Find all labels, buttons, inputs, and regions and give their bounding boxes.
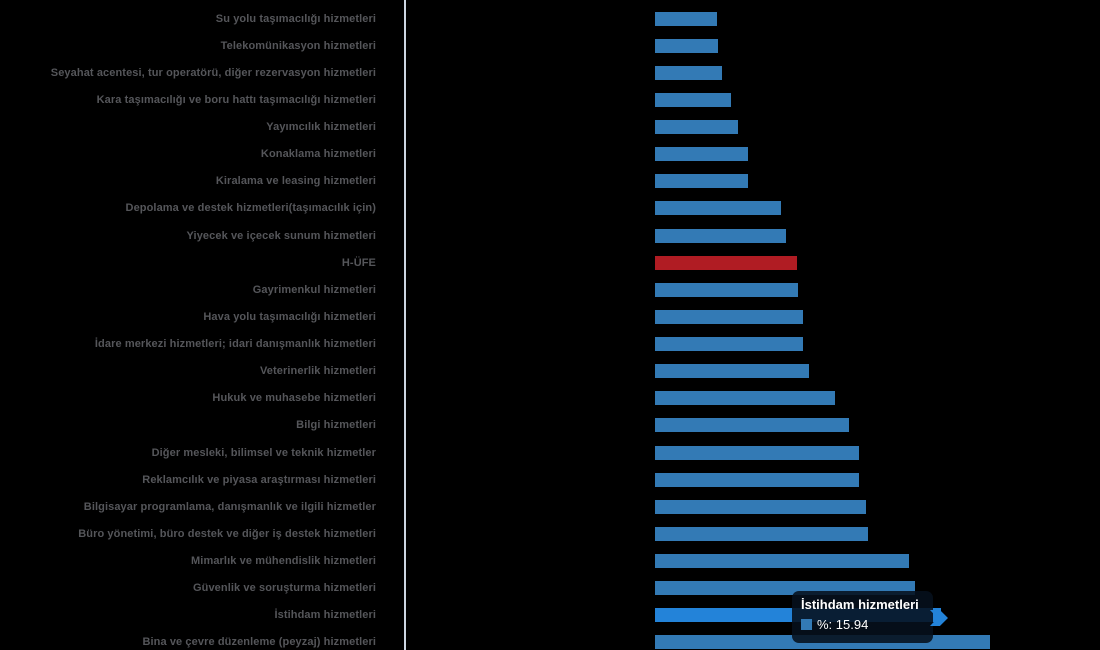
bar[interactable]: [655, 391, 835, 406]
category-label: Veterinerlik hizmetleri: [259, 365, 376, 378]
category-label: İstihdam hizmetleri: [274, 609, 376, 622]
bar[interactable]: [655, 418, 849, 433]
chart-row: İdare merkezi hizmetleri; idari danışman…: [0, 331, 1100, 358]
chart-row: Hava yolu taşımacılığı hizmetleri: [0, 303, 1100, 330]
bar[interactable]: [655, 337, 803, 352]
chart-row: Depolama ve destek hizmetleri(taşımacılı…: [0, 195, 1100, 222]
category-label: Yayımcılık hizmetleri: [266, 121, 376, 134]
chart-row: Gayrimenkul hizmetleri: [0, 276, 1100, 303]
chart-row: Su yolu taşımacılığı hizmetleri: [0, 5, 1100, 32]
chart-row: Bina ve çevre düzenleme (peyzaj) hizmetl…: [0, 629, 1100, 650]
bar[interactable]: [655, 65, 722, 80]
bar[interactable]: [655, 554, 909, 569]
bar[interactable]: [655, 120, 738, 135]
category-label: Kiralama ve leasing hizmetleri: [215, 175, 376, 188]
category-label: H-ÜFE: [341, 256, 376, 269]
chart-row: Kiralama ve leasing hizmetleri: [0, 168, 1100, 195]
series-swatch-icon: [801, 619, 812, 630]
bar[interactable]: [655, 445, 859, 460]
category-label: Gayrimenkul hizmetleri: [252, 283, 376, 296]
tooltip: İstihdam hizmetleri %: 15.94: [792, 591, 933, 643]
tooltip-value-row: %: 15.94: [801, 617, 924, 632]
bar[interactable]: [655, 147, 748, 162]
bar[interactable]: [655, 526, 868, 541]
chart-row: Bilgisayar programlama, danışmanlık ve i…: [0, 493, 1100, 520]
bar-end-arrow-icon: [930, 610, 948, 626]
category-label: Depolama ve destek hizmetleri(taşımacılı…: [125, 202, 376, 215]
bar[interactable]: [655, 174, 748, 189]
chart-row: H-ÜFE: [0, 249, 1100, 276]
category-axis-line: [404, 0, 406, 650]
category-label: Büro yönetimi, büro destek ve diğer iş d…: [78, 527, 376, 540]
chart-row: Kara taşımacılığı ve boru hattı taşımacı…: [0, 86, 1100, 113]
chart-row: Veterinerlik hizmetleri: [0, 358, 1100, 385]
tooltip-value: %: 15.94: [817, 617, 869, 632]
chart-row: Hukuk ve muhasebe hizmetleri: [0, 385, 1100, 412]
category-label: Telekomünikasyon hizmetleri: [220, 39, 376, 52]
chart-rows: Su yolu taşımacılığı hizmetleri Telekomün…: [0, 5, 1100, 650]
category-label: Su yolu taşımacılığı hizmetleri: [215, 12, 376, 25]
category-label: Güvenlik ve soruşturma hizmetleri: [192, 582, 376, 595]
category-label: İdare merkezi hizmetleri; idari danışman…: [94, 338, 376, 351]
bar[interactable]: [655, 255, 797, 270]
chart-row: Büro yönetimi, büro destek ve diğer iş d…: [0, 520, 1100, 547]
category-label: Hava yolu taşımacılığı hizmetleri: [203, 310, 376, 323]
category-label: Seyahat acentesi, tur operatörü, diğer r…: [50, 66, 376, 79]
chart-row: Telekomünikasyon hizmetleri: [0, 32, 1100, 59]
bar[interactable]: [655, 309, 803, 324]
bar[interactable]: [655, 201, 781, 216]
category-label: Mimarlık ve mühendislik hizmetleri: [191, 555, 376, 568]
category-label: Bina ve çevre düzenleme (peyzaj) hizmetl…: [142, 636, 376, 649]
chart-row: Diğer mesleki, bilimsel ve teknik hizmet…: [0, 439, 1100, 466]
bar[interactable]: [655, 364, 809, 379]
bar[interactable]: [655, 38, 718, 53]
category-label: Hukuk ve muhasebe hizmetleri: [212, 392, 376, 405]
category-label: Bilgisayar programlama, danışmanlık ve i…: [83, 500, 376, 513]
category-label: Bilgi hizmetleri: [296, 419, 376, 432]
bar[interactable]: [655, 472, 859, 487]
category-label: Diğer mesleki, bilimsel ve teknik hizmet…: [151, 446, 376, 459]
tooltip-title: İstihdam hizmetleri: [801, 597, 919, 612]
bar[interactable]: [655, 92, 731, 107]
chart-row: Mimarlık ve mühendislik hizmetleri: [0, 548, 1100, 575]
chart-row: Yiyecek ve içecek sunum hizmetleri: [0, 222, 1100, 249]
bar[interactable]: [655, 282, 798, 297]
chart-row: Güvenlik ve soruşturma hizmetleri: [0, 575, 1100, 602]
category-label: Yiyecek ve içecek sunum hizmetleri: [186, 229, 376, 242]
chart-row: Seyahat acentesi, tur operatörü, diğer r…: [0, 59, 1100, 86]
chart-row: Yayımcılık hizmetleri: [0, 114, 1100, 141]
category-label: Konaklama hizmetleri: [260, 148, 376, 161]
category-label: Reklamcılık ve piyasa araştırması hizmet…: [142, 473, 376, 486]
chart-row: Reklamcılık ve piyasa araştırması hizmet…: [0, 466, 1100, 493]
chart-row: Konaklama hizmetleri: [0, 141, 1100, 168]
bar[interactable]: [655, 11, 717, 26]
category-label: Kara taşımacılığı ve boru hattı taşımacı…: [96, 93, 376, 106]
bar[interactable]: [655, 499, 866, 514]
bar[interactable]: [655, 228, 786, 243]
chart-row: Bilgi hizmetleri: [0, 412, 1100, 439]
